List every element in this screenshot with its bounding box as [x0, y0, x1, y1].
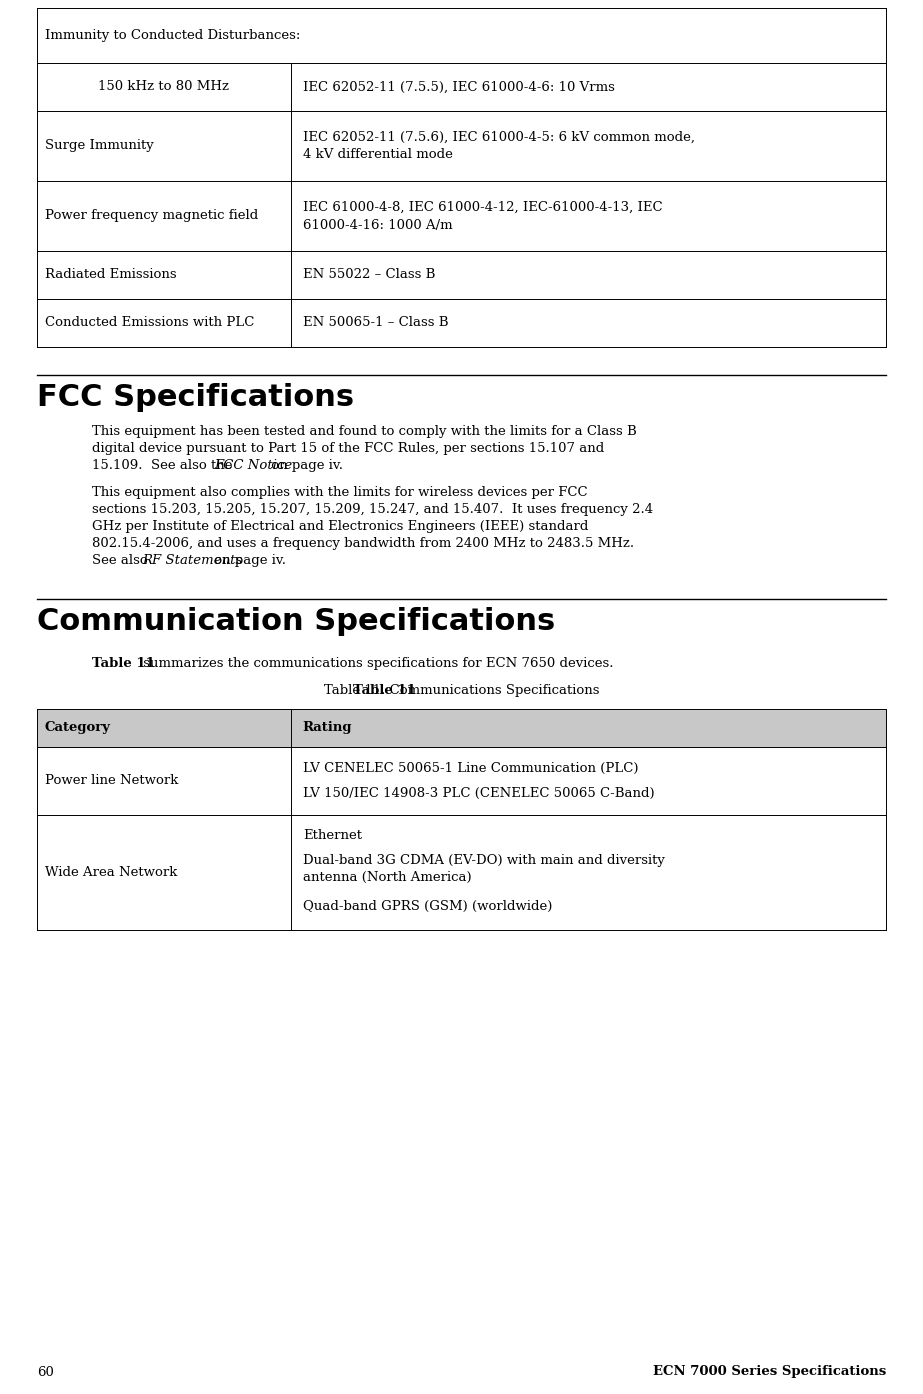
Text: LV CENELEC 50065-1 Line Communication (PLC): LV CENELEC 50065-1 Line Communication (P… — [303, 763, 638, 775]
Text: EN 55022 – Class B: EN 55022 – Class B — [303, 269, 435, 282]
Text: Surge Immunity: Surge Immunity — [45, 139, 153, 152]
Text: FCC Specifications: FCC Specifications — [37, 383, 354, 413]
Text: Table 11: Table 11 — [92, 657, 155, 671]
Text: EN 50065-1 – Class B: EN 50065-1 – Class B — [303, 316, 449, 329]
Bar — [37, 710, 886, 747]
Text: This equipment has been tested and found to comply with the limits for a Class B: This equipment has been tested and found… — [92, 425, 637, 438]
Text: 15.109.  See also the: 15.109. See also the — [92, 459, 236, 473]
Text: IEC 62052-11 (7.5.5), IEC 61000-4-6: 10 Vrms: IEC 62052-11 (7.5.5), IEC 61000-4-6: 10 … — [303, 81, 615, 93]
Text: IEC 62052-11 (7.5.6), IEC 61000-4-5: 6 kV common mode,: IEC 62052-11 (7.5.6), IEC 61000-4-5: 6 k… — [303, 131, 695, 144]
Text: on page iv.: on page iv. — [210, 553, 286, 567]
Text: 150 kHz to 80 MHz: 150 kHz to 80 MHz — [99, 81, 229, 93]
Text: This equipment also complies with the limits for wireless devices per FCC: This equipment also complies with the li… — [92, 487, 588, 499]
Text: LV 150/IEC 14908-3 PLC (CENELEC 50065 C-Band): LV 150/IEC 14908-3 PLC (CENELEC 50065 C-… — [303, 788, 654, 800]
Text: RF Statements: RF Statements — [142, 553, 242, 567]
Text: Wide Area Network: Wide Area Network — [45, 866, 177, 880]
Text: Power line Network: Power line Network — [45, 775, 178, 788]
Text: summarizes the communications specifications for ECN 7650 devices.: summarizes the communications specificat… — [138, 657, 613, 671]
Text: ECN 7000 Series Specifications: ECN 7000 Series Specifications — [653, 1366, 886, 1379]
Text: Radiated Emissions: Radiated Emissions — [45, 269, 176, 282]
Text: sections 15.203, 15.205, 15.207, 15.209, 15.247, and 15.407.  It uses frequency : sections 15.203, 15.205, 15.207, 15.209,… — [92, 503, 653, 516]
Text: See also: See also — [92, 553, 152, 567]
Text: FCC Notice: FCC Notice — [214, 459, 293, 473]
Text: Quad-band GPRS (GSM) (worldwide): Quad-band GPRS (GSM) (worldwide) — [303, 901, 552, 913]
Text: IEC 61000-4-8, IEC 61000-4-12, IEC-61000-4-13, IEC: IEC 61000-4-8, IEC 61000-4-12, IEC-61000… — [303, 201, 663, 213]
Text: Ethernet: Ethernet — [303, 829, 362, 842]
Text: Conducted Emissions with PLC: Conducted Emissions with PLC — [45, 316, 255, 329]
Text: Rating: Rating — [303, 722, 353, 735]
Text: Category: Category — [45, 722, 111, 735]
Text: Table 11: Table 11 — [354, 684, 416, 697]
Text: GHz per Institute of Electrical and Electronics Engineers (IEEE) standard: GHz per Institute of Electrical and Elec… — [92, 520, 588, 533]
Text: 4 kV differential mode: 4 kV differential mode — [303, 149, 452, 162]
Text: Dual-band 3G CDMA (EV-DO) with main and diversity: Dual-band 3G CDMA (EV-DO) with main and … — [303, 855, 665, 867]
Text: Table 11. Communications Specifications: Table 11. Communications Specifications — [324, 684, 599, 697]
Text: digital device pursuant to Part 15 of the FCC Rules, per sections 15.107 and: digital device pursuant to Part 15 of th… — [92, 442, 605, 454]
Text: 60: 60 — [37, 1366, 54, 1379]
Text: Power frequency magnetic field: Power frequency magnetic field — [45, 209, 258, 223]
Text: antenna (North America): antenna (North America) — [303, 871, 472, 884]
Text: 61000-4-16: 1000 A/m: 61000-4-16: 1000 A/m — [303, 219, 452, 231]
Text: Immunity to Conducted Disturbances:: Immunity to Conducted Disturbances: — [45, 29, 300, 42]
Text: on page iv.: on page iv. — [267, 459, 342, 473]
Text: 802.15.4-2006, and uses a frequency bandwidth from 2400 MHz to 2483.5 MHz.: 802.15.4-2006, and uses a frequency band… — [92, 537, 634, 551]
Text: Communication Specifications: Communication Specifications — [37, 606, 555, 636]
